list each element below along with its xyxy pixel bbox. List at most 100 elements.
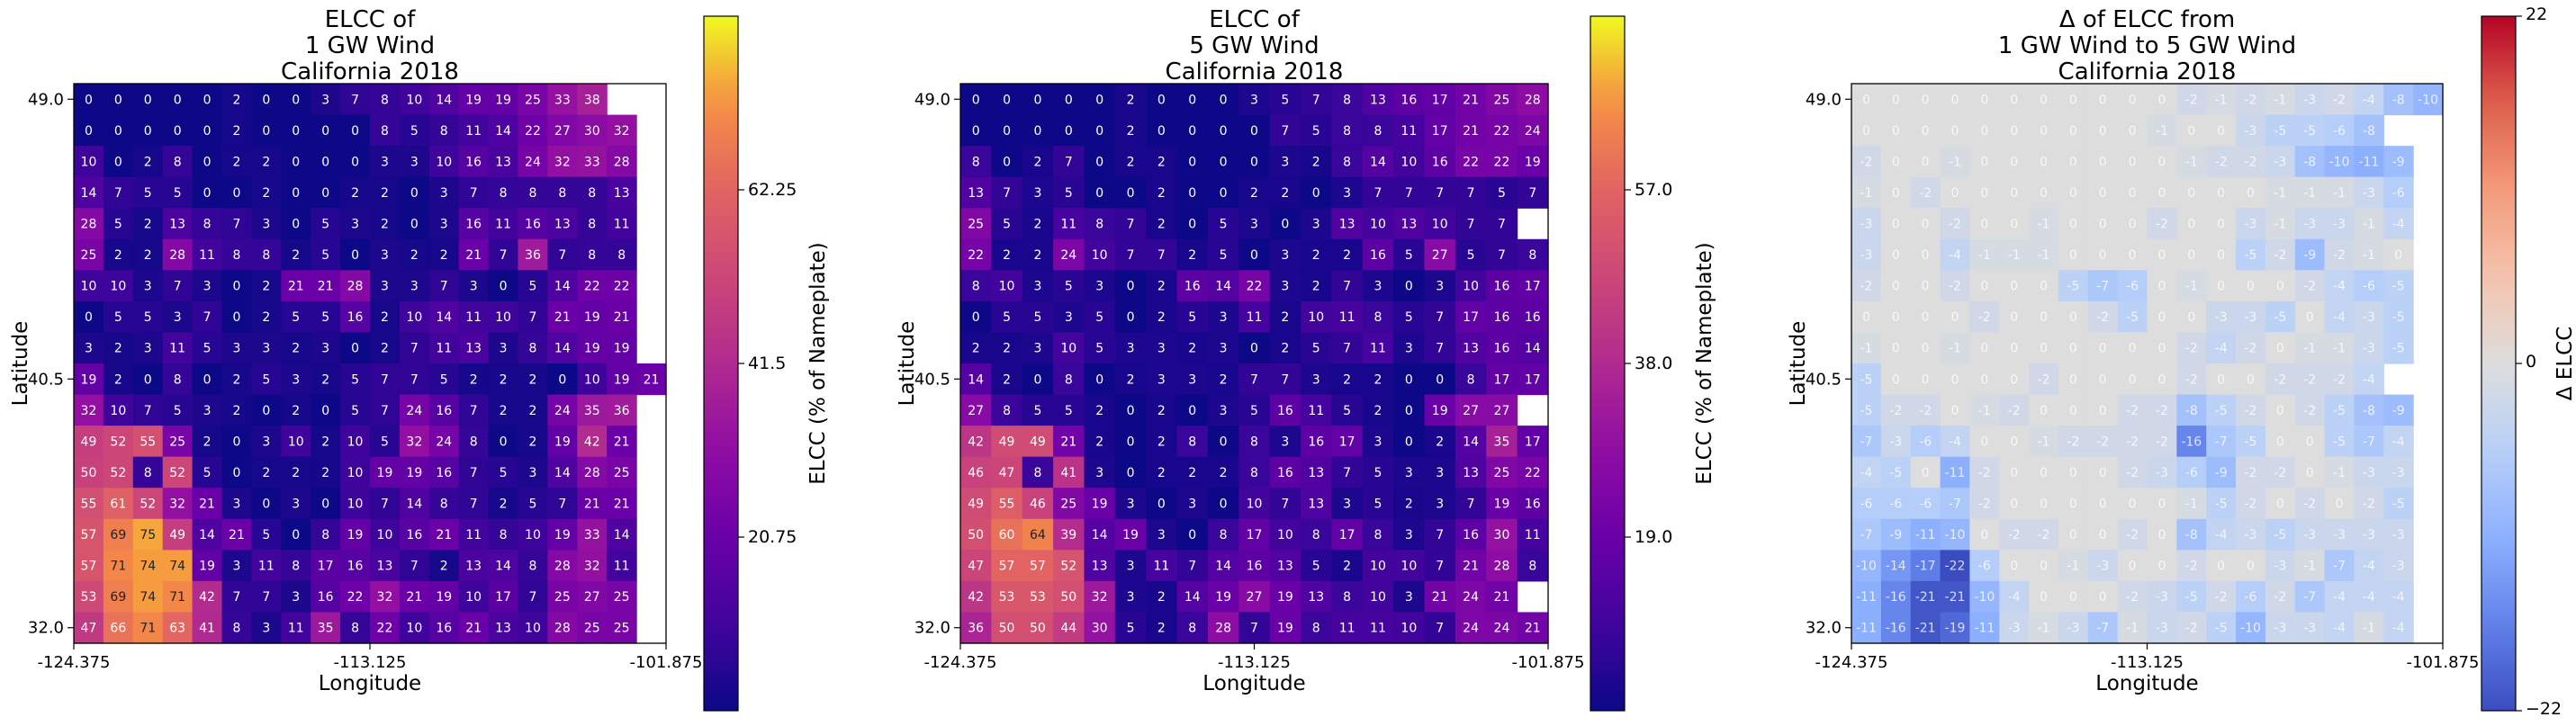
heatmap-cell bbox=[370, 518, 401, 551]
cell-value-label: 0 bbox=[1922, 155, 1930, 169]
heatmap-cell bbox=[1880, 488, 1912, 520]
heatmap-cell bbox=[251, 238, 282, 271]
cell-value-label: -2 bbox=[2067, 435, 2079, 449]
heatmap-cell bbox=[1455, 550, 1487, 582]
cell-value-label: 0 bbox=[1188, 155, 1196, 169]
cell-value-label: -2 bbox=[2363, 497, 2375, 512]
cell-value-label: -2 bbox=[2244, 497, 2256, 512]
heatmap-cell bbox=[2029, 270, 2059, 302]
cell-value-label: 47 bbox=[81, 622, 97, 636]
heatmap-cell bbox=[2236, 518, 2266, 551]
cell-value-label: 13 bbox=[1092, 560, 1108, 574]
heatmap-cell bbox=[577, 612, 608, 644]
heatmap-cell bbox=[1362, 270, 1394, 302]
cell-value-label: 17 bbox=[1247, 528, 1263, 542]
cell-value-label: 0 bbox=[1405, 280, 1413, 294]
cell-value-label: 3 bbox=[232, 560, 240, 574]
cell-value-label: 13 bbox=[1308, 590, 1324, 605]
chart-title-line: ELCC of bbox=[325, 6, 416, 33]
heatmap-cell bbox=[1114, 332, 1147, 364]
heatmap-cell bbox=[1146, 146, 1178, 178]
cell-value-label: 0 bbox=[2157, 186, 2166, 201]
heatmap-cell bbox=[1022, 426, 1054, 458]
cell-value-label: 0 bbox=[2217, 218, 2225, 232]
cell-value-label: 16 bbox=[525, 218, 541, 232]
heatmap-cell bbox=[1084, 84, 1116, 116]
cell-value-label: 10 bbox=[377, 528, 393, 542]
heatmap-cell bbox=[1486, 488, 1518, 520]
cell-value-label: 0 bbox=[2157, 560, 2166, 574]
heatmap-cell bbox=[960, 488, 992, 520]
cell-value-label: 8 bbox=[1033, 466, 1041, 480]
cell-value-label: 2 bbox=[292, 248, 300, 263]
cell-value-label: -7 bbox=[2215, 435, 2228, 449]
cell-value-label: -1 bbox=[2126, 622, 2139, 636]
heatmap-cell bbox=[132, 456, 164, 488]
heatmap-cell bbox=[2147, 238, 2177, 271]
heatmap-cell bbox=[458, 612, 490, 644]
heatmap-cell bbox=[991, 550, 1023, 582]
heatmap-cell bbox=[2383, 84, 2414, 116]
heatmap-cell bbox=[370, 238, 401, 271]
cell-value-label: 8 bbox=[470, 435, 478, 449]
cell-value-label: 61 bbox=[110, 497, 126, 512]
cell-value-label: 21 bbox=[1463, 124, 1479, 139]
heatmap-cell bbox=[2354, 580, 2384, 614]
cell-value-label: 3 bbox=[1033, 186, 1041, 201]
cell-value-label: -2 bbox=[2008, 528, 2021, 542]
heatmap-cell bbox=[1393, 146, 1426, 178]
cell-value-label: 69 bbox=[110, 590, 126, 605]
cell-value-label: -2 bbox=[2303, 404, 2316, 418]
cell-value-label: -9 bbox=[2215, 466, 2228, 480]
cell-value-label: 17 bbox=[1432, 93, 1448, 107]
heatmap-cell bbox=[1393, 456, 1426, 488]
cell-value-label: 7 bbox=[1343, 342, 1351, 356]
cell-value-label: 2 bbox=[1436, 435, 1444, 449]
cell-value-label: 10 bbox=[1463, 280, 1479, 294]
cell-value-label: 19 bbox=[614, 342, 630, 356]
cell-value-label: 49 bbox=[968, 497, 984, 512]
cell-value-label: 0 bbox=[1312, 186, 1320, 201]
cell-value-label: 0 bbox=[2247, 186, 2255, 201]
cell-value-label: 0 bbox=[1980, 280, 1988, 294]
heatmap-cell bbox=[1238, 270, 1271, 302]
heatmap-cell bbox=[221, 426, 252, 458]
heatmap-cell bbox=[1053, 363, 1085, 396]
heatmap-cell bbox=[1301, 238, 1333, 271]
heatmap-cell bbox=[1176, 580, 1209, 614]
cell-value-label: -7 bbox=[2363, 435, 2375, 449]
heatmap-cell bbox=[132, 238, 164, 271]
heatmap-cell bbox=[2147, 332, 2177, 364]
cell-value-label: 13 bbox=[1308, 497, 1324, 512]
heatmap-cell bbox=[162, 114, 194, 147]
heatmap-cell bbox=[1238, 518, 1271, 551]
cell-value-label: -2 bbox=[2303, 372, 2316, 387]
cell-value-label: 16 bbox=[1494, 310, 1510, 325]
heatmap-cell bbox=[192, 146, 223, 178]
cell-value-label: 16 bbox=[347, 310, 364, 325]
heatmap-cell bbox=[1301, 363, 1333, 396]
heatmap-cell bbox=[1969, 114, 2000, 147]
cell-value-label: 2 bbox=[292, 404, 300, 418]
heatmap-cell bbox=[74, 270, 104, 302]
heatmap-cell bbox=[518, 394, 548, 426]
cell-value-label: 74 bbox=[140, 560, 156, 574]
cell-value-label: 2 bbox=[1157, 435, 1166, 449]
cell-value-label: 41 bbox=[199, 622, 215, 636]
heatmap-cell bbox=[399, 300, 430, 334]
cell-value-label: 7 bbox=[528, 310, 536, 325]
heatmap-cell bbox=[577, 488, 608, 520]
cell-value-label: 2 bbox=[381, 310, 389, 325]
cell-value-label: 0 bbox=[1922, 466, 1930, 480]
heatmap-cell bbox=[1301, 176, 1333, 209]
heatmap-cell bbox=[2087, 550, 2119, 582]
cell-value-label: 19 bbox=[406, 466, 422, 480]
cell-value-label: 0 bbox=[972, 124, 980, 139]
cell-value-label: 19 bbox=[347, 528, 364, 542]
cell-value-label: 21 bbox=[465, 248, 482, 263]
cell-value-label: 3 bbox=[1250, 218, 1258, 232]
heatmap-cell bbox=[1114, 363, 1147, 396]
cell-value-label: -1 bbox=[2274, 186, 2286, 201]
cell-value-label: 2 bbox=[321, 372, 329, 387]
